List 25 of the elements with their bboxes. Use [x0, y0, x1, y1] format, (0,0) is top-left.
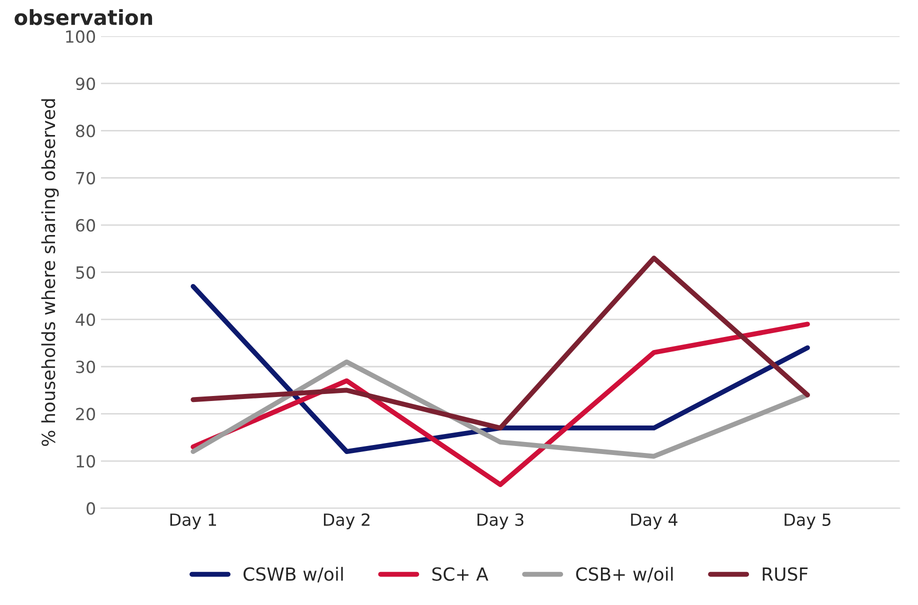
x-tick-label: Day 5 [784, 514, 830, 530]
x-tick-label: Day 4 [631, 514, 678, 530]
x-tick-label: Day 3 [478, 513, 524, 530]
y-tick-label: 100 [66, 30, 96, 43]
y-tick-label: 20 [76, 408, 96, 420]
legend-label: CSB+ w/oil [576, 566, 673, 582]
y-axis-title: % households where sharing observed [41, 99, 59, 446]
line-series [190, 284, 810, 454]
line-series [190, 256, 810, 430]
legend-label: CSWB w/oil [244, 566, 343, 582]
x-tick-label: Day 1 [170, 514, 216, 530]
legend-label: RUSF [762, 567, 808, 581]
x-tick-label: Day 2 [324, 513, 370, 530]
y-tick-label: 90 [76, 77, 96, 90]
y-tick-label: 70 [76, 172, 96, 184]
y-tick-label: 40 [76, 313, 96, 326]
y-tick-label: 60 [76, 219, 96, 232]
y-tick-label: 80 [76, 124, 96, 138]
y-tick-label: 0 [86, 502, 96, 515]
line-series [190, 359, 810, 459]
y-tick-label: 50 [76, 266, 96, 279]
y-tick-label: 10 [76, 454, 96, 468]
y-tick-label: 30 [76, 360, 96, 374]
chart-title: observation [14, 9, 152, 26]
legend-label: SC+ A [432, 567, 488, 581]
